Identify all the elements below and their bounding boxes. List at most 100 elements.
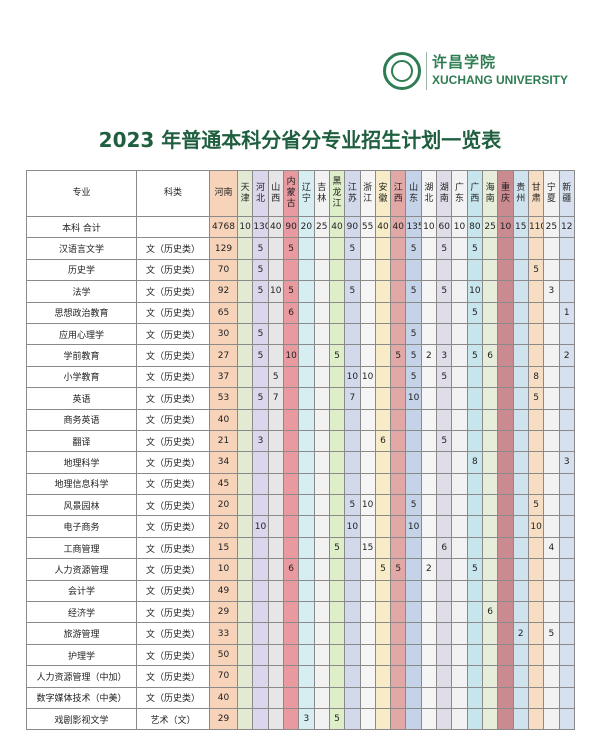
category-cell: 文（历史类） [136, 237, 210, 260]
quota-cell [298, 344, 315, 367]
quota-cell: 10 [236, 215, 254, 239]
major-cell: 数字媒体技术（中美） [26, 686, 137, 709]
column-header-province: 山西 [267, 170, 284, 217]
quota-cell [344, 536, 361, 560]
quota-cell [420, 707, 438, 731]
quota-cell [451, 515, 468, 538]
quota-cell [512, 707, 529, 731]
category-cell: 文（历史类） [136, 622, 210, 645]
quota-cell [481, 429, 499, 453]
quota-cell [344, 322, 361, 346]
quota-cell [313, 365, 330, 389]
quota-cell [420, 387, 438, 410]
quota-cell [252, 494, 269, 517]
quota-cell: 5 [344, 280, 361, 303]
quota-cell [512, 643, 529, 667]
quota-cell: 5 [527, 387, 545, 410]
quota-cell [405, 665, 422, 688]
quota-cell [298, 301, 315, 324]
quota-cell: 4 [543, 536, 560, 560]
quota-cell [359, 472, 376, 496]
quota-cell [543, 686, 560, 709]
quota-cell [236, 622, 254, 645]
table-row: 汉语言文学 文（历史类） 129 5 5 5 5 5 5 [26, 237, 575, 260]
quota-cell [374, 322, 392, 346]
table-row: 旅游管理 文（历史类） 33 2 5 [26, 622, 575, 645]
quota-cell [328, 365, 346, 389]
quota-cell [313, 387, 330, 410]
quota-cell [359, 322, 376, 346]
quota-cell [390, 707, 407, 731]
quota-cell: 6 [436, 536, 453, 560]
quota-cell [451, 601, 468, 624]
quota-cell: 33 [209, 622, 238, 645]
quota-cell [497, 451, 514, 474]
quota-cell [236, 429, 254, 453]
category-cell: 文（历史类） [136, 558, 210, 581]
quota-cell [267, 322, 284, 346]
quota-cell [436, 622, 453, 645]
quota-cell [282, 686, 300, 709]
quota-cell: 6 [481, 601, 499, 624]
quota-cell [558, 643, 575, 667]
quota-cell [420, 322, 438, 346]
quota-cell [298, 515, 315, 538]
quota-cell [236, 707, 254, 731]
quota-cell [236, 643, 254, 667]
quota-cell [236, 322, 254, 346]
quota-cell: 15 [359, 536, 376, 560]
quota-cell [282, 601, 300, 624]
quota-cell [466, 686, 484, 709]
quota-cell [512, 301, 529, 324]
quota-cell: 5 [374, 558, 392, 581]
quota-cell [298, 472, 315, 496]
quota-cell [313, 536, 330, 560]
major-cell: 应用心理学 [26, 322, 137, 346]
page-title: 2023 年普通本科分省分专业招生计划一览表 [98, 128, 502, 152]
quota-cell [558, 280, 575, 303]
quota-cell [466, 643, 484, 667]
quota-cell [420, 472, 438, 496]
quota-cell [543, 429, 560, 453]
quota-cell [543, 408, 560, 431]
quota-cell [405, 686, 422, 709]
quota-cell [405, 451, 422, 474]
quota-cell [328, 558, 346, 581]
major-cell: 工商管理 [26, 536, 137, 560]
category-cell: 文（历史类） [136, 344, 210, 367]
quota-cell [420, 494, 438, 517]
quota-cell [390, 365, 407, 389]
quota-cell [328, 408, 346, 431]
quota-cell [405, 408, 422, 431]
quota-cell [481, 707, 499, 731]
quota-cell: 10 [344, 515, 361, 538]
quota-cell: 2 [558, 344, 575, 367]
quota-cell: 30 [209, 322, 238, 346]
quota-cell [252, 665, 269, 688]
quota-cell [282, 494, 300, 517]
quota-cell: 3 [558, 451, 575, 474]
quota-cell: 5 [252, 387, 269, 410]
quota-cell [298, 237, 315, 260]
quota-cell: 29 [209, 601, 238, 624]
quota-cell: 5 [436, 429, 453, 453]
quota-cell [390, 665, 407, 688]
quota-cell [436, 579, 453, 603]
quota-cell [344, 622, 361, 645]
quota-cell [390, 494, 407, 517]
quota-cell [282, 536, 300, 560]
quota-cell [436, 451, 453, 474]
quota-cell [298, 408, 315, 431]
quota-cell [527, 301, 545, 324]
quota-cell [527, 344, 545, 367]
quota-cell [558, 258, 575, 282]
quota-cell: 129 [209, 237, 238, 260]
quota-cell [497, 601, 514, 624]
quota-cell [512, 237, 529, 260]
quota-cell [267, 429, 284, 453]
quota-cell [374, 451, 392, 474]
major-cell: 汉语言文学 [26, 237, 137, 260]
quota-cell: 135 [405, 215, 422, 239]
quota-cell [405, 558, 422, 581]
quota-cell [481, 558, 499, 581]
